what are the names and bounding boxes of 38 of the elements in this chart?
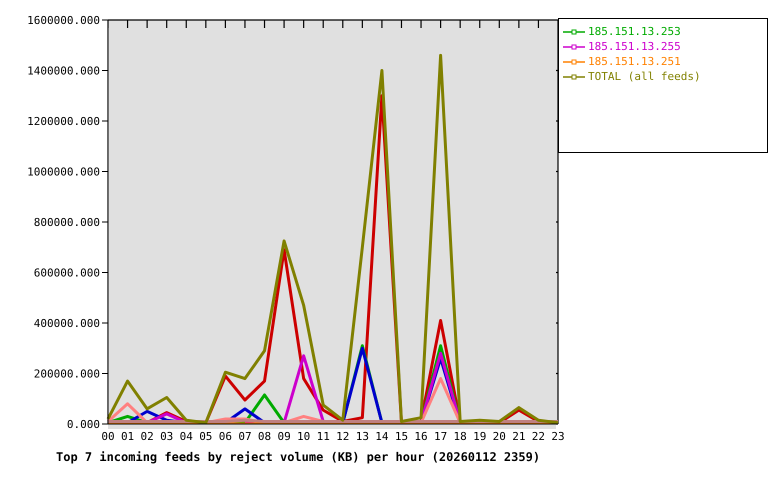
legend-label: 185.151.13.251: [588, 55, 681, 68]
y-tick-label: 1600000.000: [27, 14, 100, 27]
x-tick-label: 18: [454, 430, 467, 443]
y-tick-label: 1400000.000: [27, 64, 100, 78]
y-tick-label: 600000.000: [34, 266, 100, 280]
x-tick-label: 06: [218, 430, 232, 443]
x-tick-label: 09: [277, 430, 291, 443]
x-tick-label: 22: [532, 430, 546, 443]
x-tick-label: 20: [492, 430, 506, 443]
y-tick-label: 1000000.000: [27, 165, 100, 178]
text: Top 7 incoming feeds by reject volume (KB) per hour (20260112 2359): [56, 450, 540, 464]
x-tick-label: 14: [375, 430, 389, 443]
legend-label: 185.151.13.255: [588, 40, 681, 53]
x-tick-label: 15: [394, 430, 408, 443]
x-tick-label: 23: [551, 430, 565, 443]
x-tick-label: 02: [140, 430, 154, 443]
x-tick-label: 13: [356, 430, 369, 443]
x-tick-label: 19: [473, 430, 486, 443]
y-tick-label: 400000.000: [34, 316, 100, 330]
x-tick-label: 16: [414, 430, 428, 443]
x-tick-label: 21: [512, 430, 526, 443]
y-tick-label: 800000.000: [34, 216, 100, 229]
x-tick-label: 10: [297, 430, 310, 443]
x-tick-label: 07: [238, 430, 252, 443]
x-tick-label: 00: [101, 430, 115, 443]
y-tick-label: 0.000: [66, 418, 100, 431]
x-tick-label: 05: [199, 430, 212, 443]
x-tick-label: 04: [180, 430, 194, 443]
x-tick-label: 12: [336, 430, 350, 443]
legend-label: 185.151.13.253: [588, 25, 681, 38]
y-tick-label: 1200000.000: [27, 114, 100, 128]
x-tick-label: 17: [434, 430, 448, 443]
y-tick-label: 200000.000: [34, 367, 100, 380]
x-tick-label: 11: [316, 430, 330, 443]
x-tick-label: 03: [160, 430, 174, 443]
x-tick-label: 08: [258, 430, 272, 443]
x-tick-label: 01: [120, 430, 134, 443]
legend-label: TOTAL (all feeds): [588, 70, 701, 83]
